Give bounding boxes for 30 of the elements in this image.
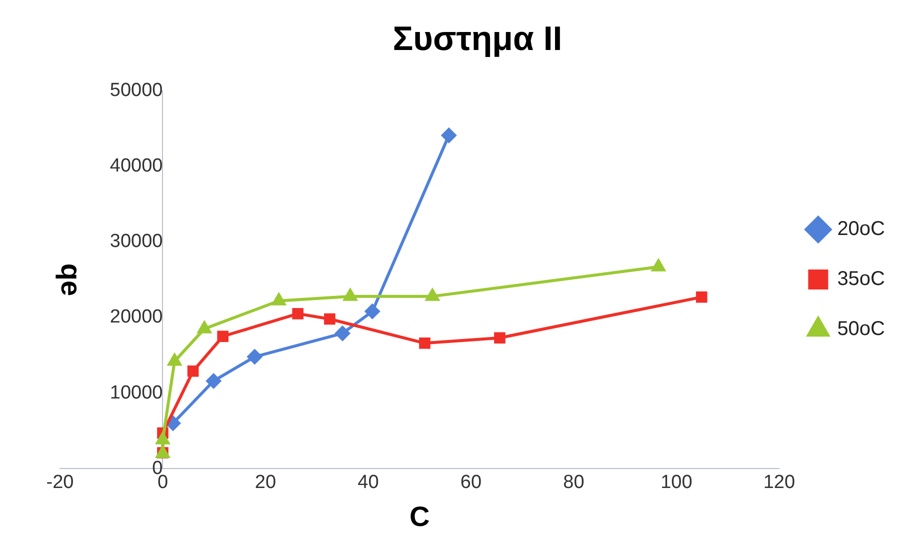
y-tick-label: 10000 xyxy=(110,382,163,404)
point xyxy=(494,332,506,344)
point xyxy=(419,338,430,349)
chart-title: Συστημα II xyxy=(392,20,562,58)
x-tick-label: 40 xyxy=(358,472,379,494)
x-tick-label: 100 xyxy=(660,472,692,494)
x-tick-label: 60 xyxy=(460,472,482,494)
x-tick-label: 80 xyxy=(563,472,584,494)
y-tick-label: 50000 xyxy=(110,80,163,102)
point xyxy=(440,127,457,144)
legend-label: 50oC xyxy=(837,318,885,340)
x-tick-label: -20 xyxy=(46,472,74,494)
y-tick-label: 30000 xyxy=(110,231,163,252)
x-axis-title: C xyxy=(409,500,430,532)
point xyxy=(364,303,380,320)
x-tick-label: 120 xyxy=(763,472,796,494)
y-axis-title: qe xyxy=(55,263,86,296)
point xyxy=(206,372,222,389)
legend-label: 20oC xyxy=(837,218,885,240)
point xyxy=(696,291,708,303)
point xyxy=(187,365,199,377)
point xyxy=(324,313,336,325)
point xyxy=(246,348,263,365)
x-tick-label: 20 xyxy=(254,472,276,494)
legend-label: 35oC xyxy=(837,268,885,290)
point xyxy=(292,308,304,320)
point xyxy=(217,330,228,342)
point xyxy=(334,325,351,342)
y-tick-label: 40000 xyxy=(110,156,163,177)
y-tick-label: 20000 xyxy=(110,306,163,328)
